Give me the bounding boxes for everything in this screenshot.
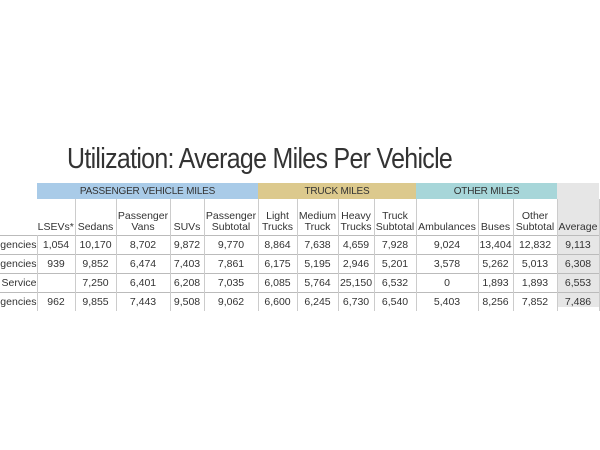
table-cell: 939 [37, 254, 76, 274]
table-cell: 1,893 [478, 273, 514, 293]
table-cell: 9,872 [170, 235, 205, 255]
table-cell: 9,770 [204, 235, 259, 255]
table-cell: 7,443 [116, 292, 171, 311]
table-cell: 5,403 [416, 292, 479, 311]
column-header: Truck Subtotal [374, 199, 417, 236]
row-label: Service [0, 273, 38, 293]
column-header: Sedans [75, 199, 117, 236]
table-cell: 7,035 [204, 273, 259, 293]
blank [0, 183, 37, 199]
table-cell: 3,578 [416, 254, 479, 274]
table-cell: 8,702 [116, 235, 171, 255]
table-cell: 8,256 [478, 292, 514, 311]
table-cell: 5,195 [297, 254, 339, 274]
table-cell: 6,208 [170, 273, 205, 293]
page-title: Utilization: Average Miles Per Vehicle [67, 143, 453, 175]
table-row: gencies 962 9,855 7,443 9,508 9,062 6,600 6,245… [0, 292, 600, 311]
table-cell: 7,250 [75, 273, 117, 293]
table-row: gencies 939 9,852 6,474 7,403 7,861 6,175 5,195… [0, 254, 600, 274]
table-cell: 2,946 [338, 254, 375, 274]
utilization-table: PASSENGER VEHICLE MILES TRUCK MILES OTHE… [0, 183, 600, 311]
table-cell: 5,764 [297, 273, 339, 293]
table-cell: 6,730 [338, 292, 375, 311]
table-cell: 7,861 [204, 254, 259, 274]
table-cell: 6,085 [258, 273, 298, 293]
column-header: Medium Truck [297, 199, 339, 236]
blank [0, 199, 37, 236]
table-cell: 7,852 [513, 292, 558, 311]
column-header: Other Subtotal [513, 199, 558, 236]
table-cell: 13,404 [478, 235, 514, 255]
column-header: Light Trucks [258, 199, 298, 236]
table-cell: 6,600 [258, 292, 298, 311]
table-cell: 7,928 [374, 235, 417, 255]
row-label: gencies [0, 235, 38, 255]
table-cell: 9,113 [557, 235, 600, 255]
table-cell: 5,013 [513, 254, 558, 274]
table-row: Service 7,250 6,401 6,208 7,035 6,085 5,764 25,… [0, 273, 600, 293]
table-cell: 25,150 [338, 273, 375, 293]
table-cell: 10,170 [75, 235, 117, 255]
table-cell: 6,553 [557, 273, 600, 293]
table-cell: 6,175 [258, 254, 298, 274]
table-cell: 6,474 [116, 254, 171, 274]
table-cell: 962 [37, 292, 76, 311]
table-cell: 1,893 [513, 273, 558, 293]
column-header: LSEVs* [37, 199, 76, 236]
table-cell: 7,403 [170, 254, 205, 274]
column-header: Average [557, 199, 600, 236]
table-cell [37, 273, 76, 293]
table-cell: 6,532 [374, 273, 417, 293]
column-header: Passenger Subtotal [204, 199, 259, 236]
column-header: Heavy Trucks [338, 199, 375, 236]
table-cell: 0 [416, 273, 479, 293]
column-header: Buses [478, 199, 514, 236]
table-cell: 9,852 [75, 254, 117, 274]
table-cell: 8,864 [258, 235, 298, 255]
table-cell: 7,638 [297, 235, 339, 255]
row-label: gencies [0, 254, 38, 274]
table-cell: 6,245 [297, 292, 339, 311]
table-cell: 5,262 [478, 254, 514, 274]
table-cell: 9,062 [204, 292, 259, 311]
blank [557, 183, 599, 199]
column-header: Ambulances [416, 199, 479, 236]
table-cell: 1,054 [37, 235, 76, 255]
table-cell: 9,024 [416, 235, 479, 255]
table-cell: 6,401 [116, 273, 171, 293]
group-truck: TRUCK MILES [258, 183, 416, 199]
table-cell: 4,659 [338, 235, 375, 255]
table-cell: 7,486 [557, 292, 600, 311]
table-cell: 9,508 [170, 292, 205, 311]
table-row: gencies 1,054 10,170 8,702 9,872 9,770 8,864 7,… [0, 235, 600, 255]
table-cell: 5,201 [374, 254, 417, 274]
table-cell: 6,308 [557, 254, 600, 274]
row-label: gencies [0, 292, 38, 311]
table-cell: 9,855 [75, 292, 117, 311]
table-cell: 6,540 [374, 292, 417, 311]
group-passenger: PASSENGER VEHICLE MILES [37, 183, 258, 199]
column-header: Passenger Vans [116, 199, 171, 236]
column-header: SUVs [170, 199, 205, 236]
table-cell: 12,832 [513, 235, 558, 255]
group-other: OTHER MILES [416, 183, 557, 199]
